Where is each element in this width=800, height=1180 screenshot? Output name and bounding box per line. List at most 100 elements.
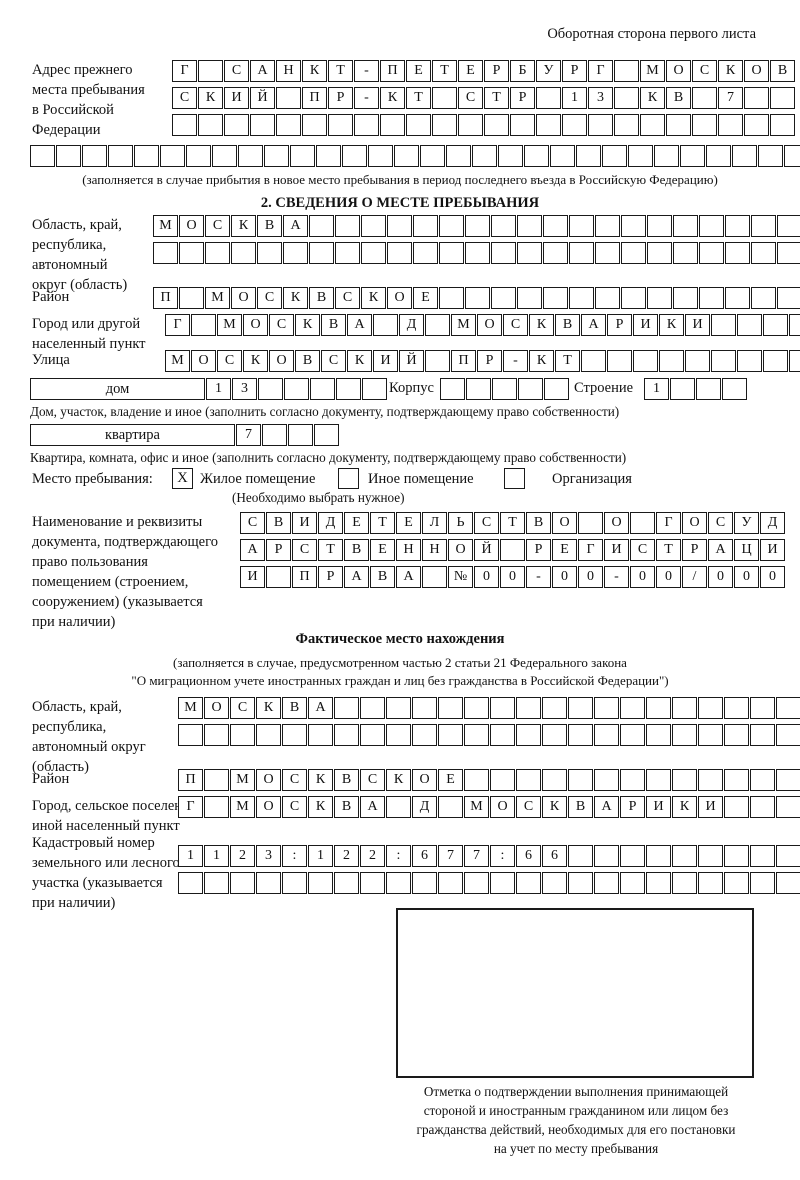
confirmation-stamp-box[interactable] [396, 908, 754, 1078]
cadastral-cell-9[interactable]: : [386, 845, 411, 867]
prev-address-wide-cell-6[interactable] [160, 145, 185, 167]
prev-address-cell-9[interactable]: К [380, 87, 405, 109]
actual-district-cell-20[interactable] [672, 769, 697, 791]
cadastral-cell-11[interactable] [438, 872, 463, 894]
actual-city-cell-14[interactable]: С [516, 796, 541, 818]
section2-city-cell-25[interactable] [789, 314, 800, 336]
flat-cell-3[interactable] [288, 424, 313, 446]
section2-street-cell-19[interactable] [633, 350, 658, 372]
section2-district-cell-2[interactable] [179, 287, 204, 309]
actual-region-cell-17[interactable] [594, 724, 619, 746]
prev-address-wide-cell-10[interactable] [264, 145, 289, 167]
actual-city-cell-22[interactable] [724, 796, 749, 818]
house-cell-1[interactable]: 1 [206, 378, 231, 400]
prev-address-wide-cell-17[interactable] [446, 145, 471, 167]
document-cell-8[interactable]: Н [422, 539, 447, 561]
flat-number-row[interactable]: 7 [236, 424, 340, 446]
actual-region-cell-20[interactable] [672, 697, 697, 719]
document-cell-21[interactable]: И [760, 539, 785, 561]
prev-address-cell-24[interactable]: В [770, 60, 795, 82]
prev-address-wide-cell-27[interactable] [706, 145, 731, 167]
actual-region-cell-23[interactable] [750, 697, 775, 719]
actual-district-cell-17[interactable] [594, 769, 619, 791]
document-details-row-3[interactable]: И П Р А В А № 0 0-0 0-0 0/0 0 0 [240, 566, 786, 588]
prev-address-wide-cell-26[interactable] [680, 145, 705, 167]
prev-address-cell-21[interactable] [692, 114, 717, 136]
actual-city-cell-2[interactable] [204, 796, 229, 818]
actual-region-cell-16[interactable] [568, 697, 593, 719]
prev-address-cell-7[interactable]: Р [328, 87, 353, 109]
prev-address-row-4[interactable] [30, 145, 800, 167]
prev-address-wide-cell-2[interactable] [56, 145, 81, 167]
section2-district-cell-9[interactable]: К [361, 287, 386, 309]
section2-district-cell-13[interactable] [465, 287, 490, 309]
actual-region-cell-3[interactable] [230, 724, 255, 746]
section2-region-cell-25[interactable] [777, 215, 800, 237]
document-cell-7[interactable]: Е [396, 512, 421, 534]
actual-region-cell-13[interactable] [490, 724, 515, 746]
document-cell-1[interactable]: А [240, 539, 265, 561]
document-cell-18[interactable]: / [682, 566, 707, 588]
prev-address-cell-14[interactable]: Р [510, 87, 535, 109]
cadastral-cell-19[interactable] [646, 872, 671, 894]
section2-region-cell-18[interactable] [595, 242, 620, 264]
actual-district-cell-3[interactable]: М [230, 769, 255, 791]
section2-district-cell-4[interactable]: О [231, 287, 256, 309]
document-cell-8[interactable]: Л [422, 512, 447, 534]
cadastral-cell-20[interactable] [672, 845, 697, 867]
prev-address-cell-4[interactable]: А [250, 60, 275, 82]
section2-street-cell-9[interactable]: И [373, 350, 398, 372]
document-cell-11[interactable] [500, 539, 525, 561]
prev-address-cell-24[interactable] [770, 87, 795, 109]
section2-city-cell-24[interactable] [763, 314, 788, 336]
actual-district-cell-24[interactable] [776, 769, 800, 791]
prev-address-cell-8[interactable]: - [354, 60, 379, 82]
prev-address-cell-13[interactable]: Р [484, 60, 509, 82]
prev-address-cell-6[interactable]: П [302, 87, 327, 109]
prev-address-cell-2[interactable] [198, 60, 223, 82]
section2-city-cell-9[interactable] [373, 314, 398, 336]
section2-district-cell-7[interactable]: В [309, 287, 334, 309]
actual-region-cell-24[interactable] [776, 724, 800, 746]
actual-district-cell-1[interactable]: П [178, 769, 203, 791]
actual-region-cell-18[interactable] [620, 724, 645, 746]
section2-city-cell-19[interactable]: И [633, 314, 658, 336]
prev-address-wide-cell-24[interactable] [628, 145, 653, 167]
cadastral-cell-13[interactable]: : [490, 845, 515, 867]
section2-region-cell-20[interactable] [647, 215, 672, 237]
section2-city-cell-12[interactable]: М [451, 314, 476, 336]
prev-address-cell-5[interactable]: Н [276, 60, 301, 82]
prev-address-cell-12[interactable] [458, 114, 483, 136]
section2-region-cell-17[interactable] [569, 215, 594, 237]
document-cell-16[interactable] [630, 512, 655, 534]
prev-address-wide-cell-3[interactable] [82, 145, 107, 167]
document-cell-17[interactable]: Г [656, 512, 681, 534]
section2-region-cell-14[interactable] [491, 215, 516, 237]
section2-district-cell-24[interactable] [751, 287, 776, 309]
prev-address-cell-22[interactable]: К [718, 60, 743, 82]
cadastral-cell-13[interactable] [490, 872, 515, 894]
stroenie-cell-1[interactable]: 1 [644, 378, 669, 400]
actual-district-cell-22[interactable] [724, 769, 749, 791]
prev-address-cell-18[interactable] [614, 87, 639, 109]
document-cell-19[interactable]: А [708, 539, 733, 561]
prev-address-cell-3[interactable] [224, 114, 249, 136]
prev-address-cell-4[interactable]: Й [250, 87, 275, 109]
cadastral-cell-5[interactable]: : [282, 845, 307, 867]
section2-region-cell-11[interactable] [413, 215, 438, 237]
actual-region-cell-7[interactable] [334, 724, 359, 746]
prev-address-cell-15[interactable] [536, 114, 561, 136]
actual-region-cell-15[interactable] [542, 697, 567, 719]
cadastral-cell-9[interactable] [386, 872, 411, 894]
actual-district-cell-4[interactable]: О [256, 769, 281, 791]
prev-address-cell-11[interactable] [432, 114, 457, 136]
cadastral-cell-7[interactable]: 2 [334, 845, 359, 867]
actual-district-cell-16[interactable] [568, 769, 593, 791]
actual-region-cell-1[interactable] [178, 724, 203, 746]
actual-city-cell-12[interactable]: М [464, 796, 489, 818]
actual-region-cell-14[interactable] [516, 724, 541, 746]
section2-street-cell-3[interactable]: С [217, 350, 242, 372]
actual-district-cell-8[interactable]: С [360, 769, 385, 791]
prev-address-cell-1[interactable] [172, 114, 197, 136]
